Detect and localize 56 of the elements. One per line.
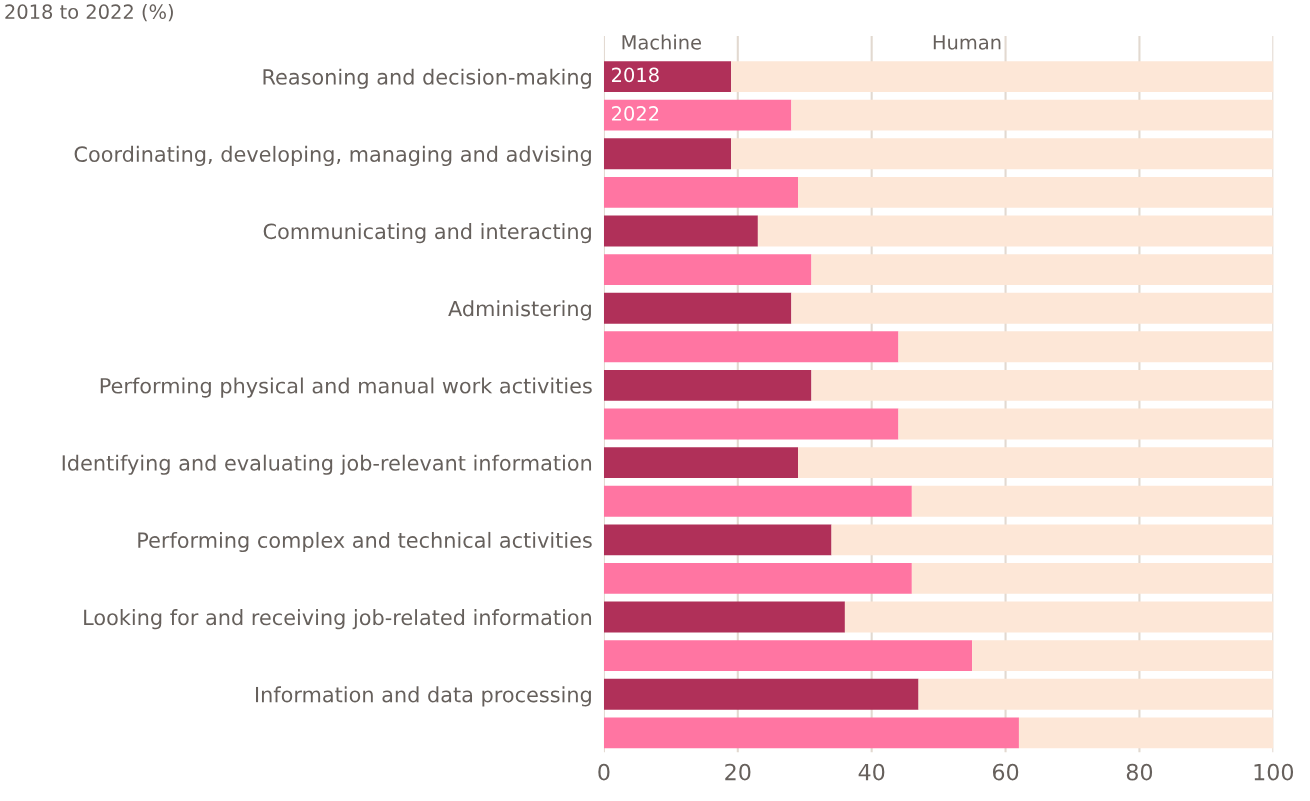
bar: [603, 61, 732, 93]
bar: [603, 640, 973, 672]
bar: [603, 562, 912, 594]
text: 2018 to 2022 (%): [5, 4, 173, 22]
bar: [798, 447, 1274, 479]
y-tick-label: Administering: [448, 300, 591, 321]
y-tick-label: Looking for and receiving job-related information: [84, 609, 592, 630]
bar: [603, 254, 812, 286]
bar: [603, 292, 792, 324]
bar: [603, 138, 732, 170]
bar: [603, 369, 812, 401]
bar: [731, 138, 1274, 170]
bar: [603, 331, 899, 363]
annotation: Human: [933, 35, 1001, 50]
bar: [898, 408, 1274, 440]
x-tick-label: 40: [858, 763, 885, 781]
y-tick-label: Reasoning and decision-making: [263, 68, 591, 89]
bar: [911, 485, 1274, 517]
y-tick-label: Communicating and interacting: [263, 223, 591, 244]
x-tick-label: 100: [1254, 763, 1294, 781]
bar: [603, 601, 845, 633]
bar: [603, 215, 758, 247]
bar: [603, 678, 919, 710]
x-tick-label: 20: [725, 763, 751, 781]
x-tick-label: 80: [1126, 763, 1153, 781]
bar: [603, 524, 832, 556]
bar: [972, 640, 1274, 672]
y-tick-label: Information and data processing: [256, 686, 591, 707]
bar: [603, 176, 799, 208]
annotation: 2022: [612, 106, 659, 121]
y-tick-label: Identifying and evaluating job-relevant information: [62, 454, 592, 475]
bar: [831, 524, 1274, 556]
annotation: Machine: [622, 34, 702, 50]
y-tick-label: Performing complex and technical activities: [138, 531, 592, 553]
bar: [1018, 717, 1274, 749]
bar: [844, 601, 1274, 633]
bar: [731, 61, 1274, 93]
bar: [918, 678, 1274, 710]
x-tick-label: 60: [992, 763, 1019, 781]
bar: [911, 562, 1274, 594]
bar: [603, 485, 912, 517]
bar: [811, 369, 1274, 401]
bar: [791, 292, 1274, 324]
y-tick-label: Performing physical and manual work activities: [100, 377, 592, 398]
bar: [603, 408, 899, 440]
annotation: 2018: [612, 67, 659, 83]
bar: [798, 176, 1274, 208]
bar: [811, 254, 1274, 286]
bar: [603, 717, 1019, 749]
bar: [603, 447, 799, 479]
x-tick-label: 0: [598, 763, 610, 781]
bar: [791, 99, 1274, 131]
y-tick-label: Coordinating, developing, managing and advising: [74, 145, 591, 167]
bar: [603, 99, 792, 131]
bar: [898, 331, 1274, 363]
bar: [757, 215, 1274, 247]
